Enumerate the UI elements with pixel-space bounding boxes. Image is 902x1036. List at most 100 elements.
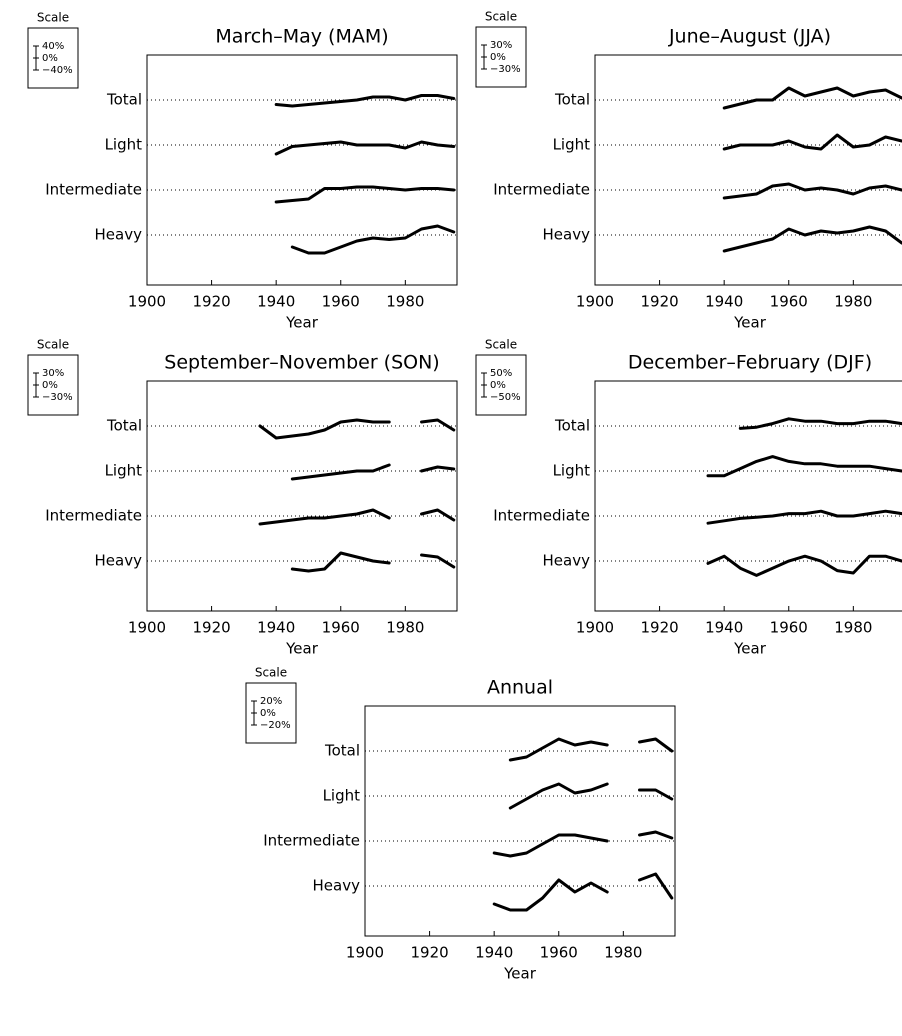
scale-label: 30% — [490, 40, 512, 51]
scale-box — [27, 27, 79, 89]
scale-label: 0% — [490, 52, 506, 63]
row-label: Light — [105, 462, 143, 480]
row-label: Light — [553, 136, 591, 154]
x-tick-label: 1900 — [128, 293, 166, 311]
smoothed-line — [274, 94, 456, 108]
scale-title: Scale — [37, 11, 69, 25]
scale-label: 40% — [42, 41, 64, 52]
plot-frame — [364, 705, 676, 937]
smoothed-line — [258, 508, 456, 526]
x-tick-label: 1900 — [576, 619, 614, 637]
scale-box — [27, 354, 79, 416]
smoothed-line — [492, 872, 674, 912]
row-label: Intermediate — [493, 181, 590, 199]
row-label: Total — [554, 417, 590, 435]
scale-label: 0% — [490, 380, 506, 391]
x-tick-label: 1980 — [604, 944, 642, 962]
row-label: Light — [553, 462, 591, 480]
scale-label: −50% — [490, 392, 521, 403]
row-label: Heavy — [543, 552, 591, 570]
scale-label: 20% — [260, 696, 282, 707]
scale-label: 0% — [42, 53, 58, 64]
row-label: Intermediate — [45, 507, 142, 525]
scale-label: 0% — [42, 380, 58, 391]
scale-box — [475, 26, 527, 88]
chart-title: December–February (DJF) — [628, 352, 872, 374]
scale-title: Scale — [485, 338, 517, 352]
x-axis-label: Year — [503, 965, 537, 983]
plot-frame — [146, 380, 458, 612]
x-tick-label: 1980 — [834, 619, 872, 637]
x-tick-label: 1920 — [640, 619, 678, 637]
smoothed-line — [706, 455, 902, 478]
x-tick-label: 1920 — [410, 944, 448, 962]
scale-label: −40% — [42, 65, 73, 76]
smoothed-line — [722, 182, 902, 200]
x-tick-label: 1900 — [346, 944, 384, 962]
smoothed-line — [706, 554, 902, 577]
chart-title: June–August (JJA) — [668, 26, 831, 48]
scale-label: −30% — [42, 392, 73, 403]
chart-title: Annual — [487, 677, 553, 699]
smoothed-line — [290, 463, 456, 481]
smoothed-line — [258, 418, 456, 440]
row-label: Total — [324, 742, 360, 760]
row-label: Intermediate — [263, 832, 360, 850]
x-tick-label: 1960 — [770, 619, 808, 637]
plot-frame — [594, 54, 902, 286]
x-tick-label: 1940 — [257, 293, 295, 311]
smoothed-line — [706, 509, 902, 525]
plot-frame — [594, 380, 902, 612]
x-axis-label: Year — [733, 314, 767, 332]
x-axis-label: Year — [285, 640, 319, 658]
x-tick-label: 1920 — [192, 619, 230, 637]
chart-title: March–May (MAM) — [215, 26, 388, 48]
smoothed-line — [290, 551, 456, 573]
plot-frame — [146, 54, 458, 286]
x-tick-label: 1940 — [705, 293, 743, 311]
scale-label: −20% — [260, 720, 291, 731]
scale-label: 30% — [42, 368, 64, 379]
row-label: Total — [106, 91, 142, 109]
row-label: Heavy — [313, 877, 361, 895]
x-tick-label: 1960 — [540, 944, 578, 962]
x-tick-label: 1960 — [322, 293, 360, 311]
smoothed-line — [274, 140, 456, 156]
scale-label: −30% — [490, 64, 521, 75]
scale-title: Scale — [255, 666, 287, 680]
x-tick-label: 1900 — [128, 619, 166, 637]
scale-title: Scale — [37, 338, 69, 352]
x-tick-label: 1980 — [386, 619, 424, 637]
row-label: Light — [323, 787, 361, 805]
row-label: Intermediate — [45, 181, 142, 199]
smoothed-line — [722, 133, 902, 151]
x-tick-label: 1920 — [192, 293, 230, 311]
x-tick-label: 1960 — [322, 619, 360, 637]
row-label: Heavy — [95, 552, 143, 570]
row-label: Heavy — [95, 226, 143, 244]
x-axis-label: Year — [733, 640, 767, 658]
smoothed-line — [722, 225, 902, 253]
smoothed-line — [722, 86, 902, 110]
x-tick-label: 1960 — [770, 293, 808, 311]
x-tick-label: 1900 — [576, 293, 614, 311]
scale-box — [475, 354, 527, 416]
x-tick-label: 1940 — [475, 944, 513, 962]
row-label: Heavy — [543, 226, 591, 244]
scale-label: 0% — [260, 708, 276, 719]
row-label: Total — [554, 91, 590, 109]
x-tick-label: 1980 — [834, 293, 872, 311]
x-tick-label: 1980 — [386, 293, 424, 311]
x-tick-label: 1940 — [257, 619, 295, 637]
row-label: Intermediate — [493, 507, 590, 525]
smoothed-line — [274, 185, 456, 204]
scale-title: Scale — [485, 10, 517, 24]
smoothed-line — [492, 830, 674, 858]
x-tick-label: 1920 — [640, 293, 678, 311]
smoothed-line — [738, 417, 902, 430]
x-axis-label: Year — [285, 314, 319, 332]
smoothed-line — [508, 737, 674, 762]
row-label: Light — [105, 136, 143, 154]
scale-box — [245, 682, 297, 744]
